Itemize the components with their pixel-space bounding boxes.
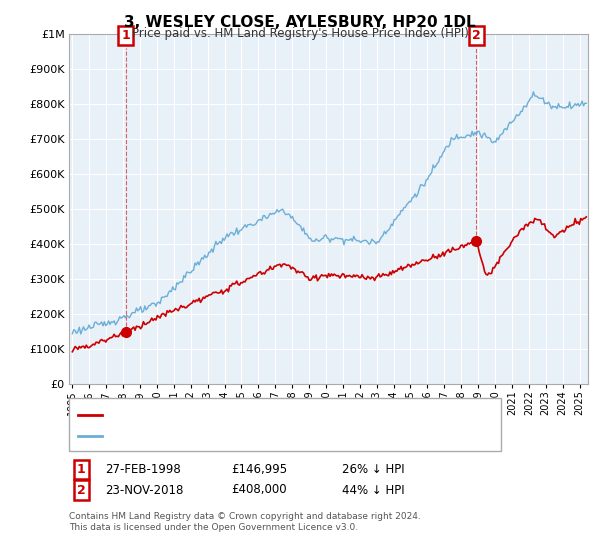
Text: 2: 2	[472, 29, 481, 43]
Text: HPI: Average price, detached house, Buckinghamshire: HPI: Average price, detached house, Buck…	[107, 431, 404, 441]
Text: 23-NOV-2018: 23-NOV-2018	[105, 483, 184, 497]
Text: 2: 2	[77, 483, 85, 497]
Text: £408,000: £408,000	[231, 483, 287, 497]
Text: 27-FEB-1998: 27-FEB-1998	[105, 463, 181, 476]
Text: 3, WESLEY CLOSE, AYLESBURY, HP20 1DL: 3, WESLEY CLOSE, AYLESBURY, HP20 1DL	[124, 15, 476, 30]
Text: 1: 1	[77, 463, 85, 476]
Text: Contains HM Land Registry data © Crown copyright and database right 2024.
This d: Contains HM Land Registry data © Crown c…	[69, 512, 421, 532]
Text: 3, WESLEY CLOSE, AYLESBURY, HP20 1DL (detached house): 3, WESLEY CLOSE, AYLESBURY, HP20 1DL (de…	[107, 409, 433, 419]
Text: £146,995: £146,995	[231, 463, 287, 476]
Text: Price paid vs. HM Land Registry's House Price Index (HPI): Price paid vs. HM Land Registry's House …	[131, 27, 469, 40]
Text: 44% ↓ HPI: 44% ↓ HPI	[342, 483, 404, 497]
Text: 1: 1	[121, 29, 130, 43]
Text: 26% ↓ HPI: 26% ↓ HPI	[342, 463, 404, 476]
